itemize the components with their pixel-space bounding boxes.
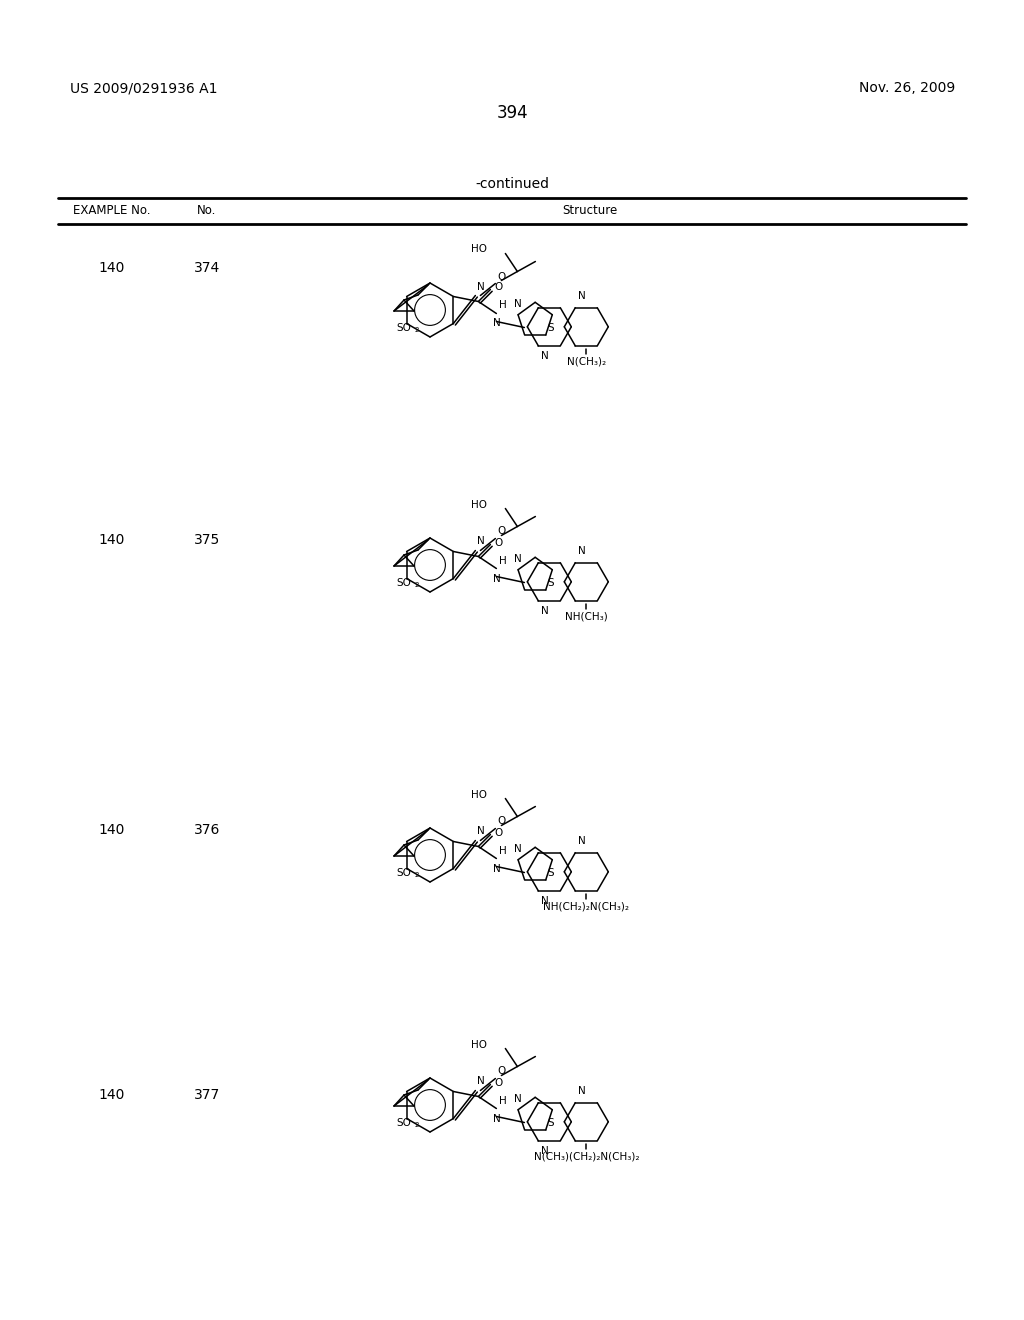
Text: 2: 2: [415, 327, 420, 333]
Text: 375: 375: [194, 533, 220, 546]
Text: SO: SO: [396, 578, 412, 587]
Text: HO: HO: [471, 499, 487, 510]
Text: US 2009/0291936 A1: US 2009/0291936 A1: [70, 81, 217, 95]
Text: 140: 140: [98, 533, 125, 546]
Text: S: S: [547, 578, 554, 587]
Text: N: N: [493, 573, 501, 583]
Text: HO: HO: [471, 244, 487, 255]
Text: N: N: [579, 290, 586, 301]
Text: 140: 140: [98, 822, 125, 837]
Text: SO: SO: [396, 1118, 412, 1129]
Text: N: N: [477, 1077, 485, 1086]
Text: O: O: [495, 282, 503, 293]
Text: N: N: [493, 863, 501, 874]
Text: N: N: [477, 281, 485, 292]
Text: O: O: [498, 272, 506, 281]
Text: N(CH₃)₂: N(CH₃)₂: [566, 356, 606, 367]
Text: N: N: [514, 1094, 522, 1104]
Text: N: N: [514, 843, 522, 854]
Text: 140: 140: [98, 1088, 125, 1102]
Text: NH(CH₂)₂N(CH₃)₂: NH(CH₂)₂N(CH₃)₂: [544, 902, 630, 912]
Text: N: N: [477, 826, 485, 837]
Text: HO: HO: [471, 1040, 487, 1049]
Text: S: S: [547, 1118, 554, 1127]
Text: S: S: [547, 867, 554, 878]
Text: N: N: [542, 1146, 549, 1156]
Text: EXAMPLE No.: EXAMPLE No.: [74, 205, 151, 218]
Text: N: N: [514, 298, 522, 309]
Text: 376: 376: [194, 822, 220, 837]
Text: SO: SO: [396, 869, 412, 878]
Text: N: N: [579, 545, 586, 556]
Text: N: N: [579, 1086, 586, 1096]
Text: O: O: [498, 1067, 506, 1077]
Text: Nov. 26, 2009: Nov. 26, 2009: [859, 81, 955, 95]
Text: 374: 374: [194, 261, 220, 275]
Text: N: N: [493, 318, 501, 329]
Text: H: H: [500, 301, 507, 310]
Text: N: N: [542, 606, 549, 616]
Text: No.: No.: [198, 205, 217, 218]
Text: 2: 2: [415, 582, 420, 587]
Text: N: N: [579, 836, 586, 846]
Text: -continued: -continued: [475, 177, 549, 191]
Text: H: H: [500, 846, 507, 855]
Text: NH(CH₃): NH(CH₃): [565, 611, 607, 622]
Text: N: N: [477, 536, 485, 546]
Text: S: S: [547, 322, 554, 333]
Text: N: N: [542, 351, 549, 360]
Text: H: H: [500, 1096, 507, 1106]
Text: O: O: [498, 817, 506, 826]
Text: 140: 140: [98, 261, 125, 275]
Text: HO: HO: [471, 789, 487, 800]
Text: H: H: [500, 556, 507, 565]
Text: N(CH₃)(CH₂)₂N(CH₃)₂: N(CH₃)(CH₂)₂N(CH₃)₂: [534, 1152, 639, 1162]
Text: N: N: [493, 1114, 501, 1123]
Text: 2: 2: [415, 1122, 420, 1129]
Text: 394: 394: [497, 104, 527, 121]
Text: N: N: [542, 896, 549, 906]
Text: O: O: [495, 537, 503, 548]
Text: 377: 377: [194, 1088, 220, 1102]
Text: O: O: [498, 527, 506, 536]
Text: 2: 2: [415, 873, 420, 878]
Text: O: O: [495, 828, 503, 837]
Text: O: O: [495, 1077, 503, 1088]
Text: Structure: Structure: [562, 205, 617, 218]
Text: SO: SO: [396, 323, 412, 333]
Text: N: N: [514, 553, 522, 564]
